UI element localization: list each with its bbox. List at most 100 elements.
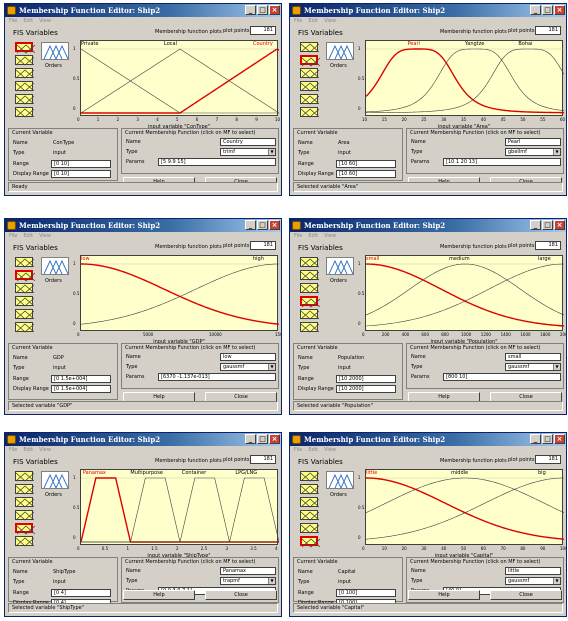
membership-function-plot[interactable]: Private Local Country [80,40,280,116]
help-button[interactable]: Help [408,590,480,600]
mf-curve[interactable] [365,477,565,540]
output-variable-icon[interactable] [326,257,354,275]
minimize-icon[interactable]: _ [245,5,256,15]
close-icon[interactable]: × [554,5,565,15]
mf-name-field[interactable]: Pearl [505,138,561,146]
chevron-down-icon[interactable]: ▼ [268,364,275,370]
menu-item[interactable]: Edit [308,18,319,24]
mf-name-label[interactable]: Private [81,41,99,47]
plot-points-input[interactable]: 181 [250,455,276,464]
input-variable-icon[interactable] [300,55,320,67]
menu-item[interactable]: File [9,233,18,239]
mf-curve[interactable] [81,477,279,543]
plot-points-input[interactable]: 181 [535,241,561,250]
input-variable-icon[interactable] [300,42,319,53]
chevron-down-icon[interactable]: ▼ [553,364,560,370]
mf-type-select[interactable]: gbellmf ▼ [505,148,561,156]
mf-name-label[interactable]: Container [181,470,207,476]
menu-item[interactable]: Edit [23,233,34,239]
mf-curve[interactable] [365,48,565,114]
menu-item[interactable]: File [9,447,18,453]
menu-item[interactable]: Edit [308,447,319,453]
menu-item[interactable]: File [294,233,303,239]
close-button[interactable]: Close [205,590,277,600]
input-variable-icon[interactable] [15,42,35,54]
current-variable-range-field[interactable]: [0 10] [51,160,111,168]
maximize-icon[interactable]: □ [257,5,268,15]
input-variable-icon[interactable] [300,497,319,508]
close-icon[interactable]: × [269,220,280,230]
input-variable-icon[interactable] [15,497,34,508]
mf-curve[interactable] [365,48,565,113]
mf-curve[interactable] [80,48,279,114]
plot-points-input[interactable]: 181 [535,26,561,35]
input-variable-icon[interactable] [15,81,34,92]
input-variable-icon[interactable] [15,471,34,482]
membership-function-plot[interactable]: Panamax Multipurpose Container LPG/LNG [80,469,280,545]
mf-name-field[interactable]: low [220,353,276,361]
chevron-down-icon[interactable]: ▼ [268,578,275,584]
current-variable-range-field[interactable]: [10 60] [336,160,396,168]
current-variable-range-field[interactable]: [0 4] [51,589,111,597]
mf-params-field[interactable]: [800 10] [443,373,561,381]
plot-points-input[interactable]: 181 [250,241,276,250]
close-icon[interactable]: × [269,434,280,444]
mf-params-field[interactable]: [6370 -1.137e-013] [158,373,276,381]
mf-name-label[interactable]: Yangtze [464,41,485,47]
input-variable-icon[interactable] [300,523,319,534]
input-variable-icon[interactable] [300,309,319,320]
maximize-icon[interactable]: □ [257,434,268,444]
input-variable-icon[interactable] [15,484,34,495]
mf-name-field[interactable]: Country [220,138,276,146]
mf-name-label[interactable]: Panamax [82,470,106,476]
menu-item[interactable]: View [324,233,336,239]
mf-type-select[interactable]: gaussmf ▼ [505,363,561,371]
minimize-icon[interactable]: _ [530,220,541,230]
help-button[interactable]: Help [123,590,195,600]
chevron-down-icon[interactable]: ▼ [268,149,275,155]
input-variable-icon[interactable] [15,55,34,66]
mf-params-field[interactable]: [10 1 20 13] [443,158,561,166]
close-button[interactable]: Close [490,590,562,600]
mf-type-select[interactable]: trimf ▼ [220,148,276,156]
mf-name-label[interactable]: Pearl [407,41,420,47]
mf-curve[interactable] [81,48,280,114]
mf-name-label[interactable]: middle [451,470,469,476]
minimize-icon[interactable]: _ [245,220,256,230]
input-variable-icon[interactable] [300,296,320,308]
current-variable-range-field[interactable]: [0 1.5e+004] [51,375,111,383]
menu-item[interactable]: View [324,18,336,24]
input-variable-icon[interactable] [300,322,319,333]
mf-name-label[interactable]: Bohai [518,41,533,47]
plot-points-input[interactable]: 181 [250,26,276,35]
input-variable-icon[interactable] [15,94,34,105]
mf-curve[interactable] [365,263,565,316]
input-variable-icon[interactable] [300,270,319,281]
maximize-icon[interactable]: □ [542,5,553,15]
current-variable-display-range-field[interactable]: [10 60] [336,170,396,178]
membership-function-plot[interactable]: Pearl Yangtze Bohai [365,40,565,116]
output-variable-icon[interactable] [41,257,69,275]
input-variable-icon[interactable] [15,309,34,320]
menu-item[interactable]: View [324,447,336,453]
current-variable-display-range-field[interactable]: [10 2000] [336,385,396,393]
chevron-down-icon[interactable]: ▼ [553,149,560,155]
output-variable-icon[interactable] [326,471,354,489]
input-variable-icon[interactable] [300,536,320,548]
mf-name-label[interactable]: little [366,470,378,476]
mf-name-label[interactable]: big [538,470,546,476]
membership-function-plot[interactable]: small medium large [365,255,565,331]
menu-item[interactable]: Edit [308,233,319,239]
input-variable-icon[interactable] [15,510,34,521]
close-icon[interactable]: × [269,5,280,15]
input-variable-icon[interactable] [300,81,319,92]
input-variable-icon[interactable] [15,283,34,294]
chevron-down-icon[interactable]: ▼ [553,578,560,584]
mf-params-field[interactable]: [5 9.9 15] [158,158,276,166]
mf-type-select[interactable]: gaussmf ▼ [505,577,561,585]
close-icon[interactable]: × [554,434,565,444]
mf-name-field[interactable]: little [505,567,561,575]
output-variable-icon[interactable] [41,471,69,489]
mf-name-label[interactable]: large [538,256,551,262]
mf-name-field[interactable]: Panamax [220,567,276,575]
